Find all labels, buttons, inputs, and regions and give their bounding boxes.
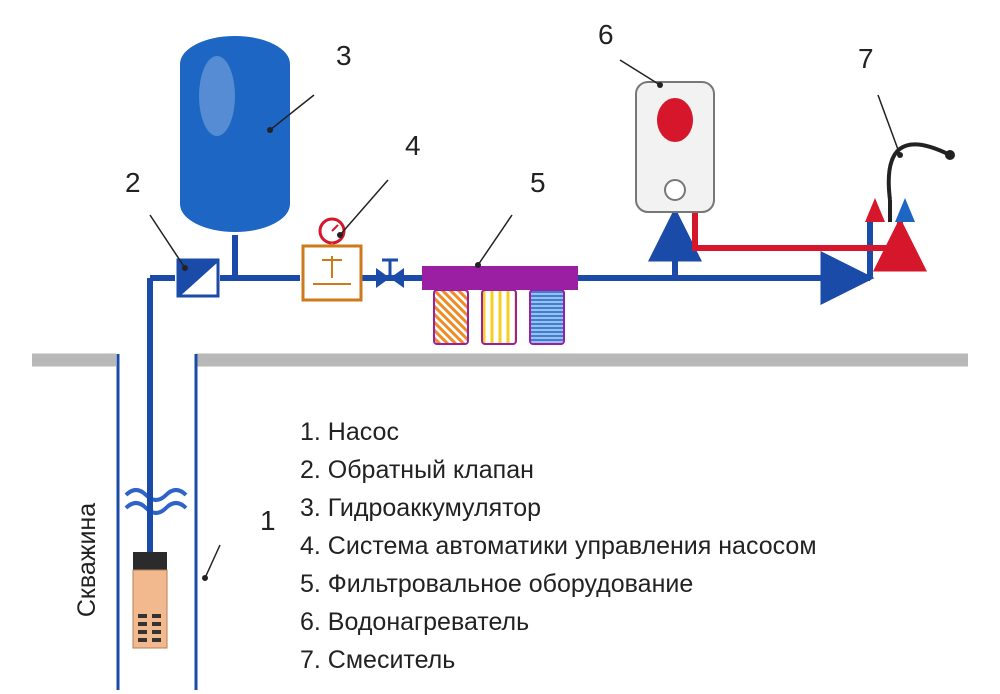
legend-item-1: 1. Насос xyxy=(300,418,399,446)
filter-cartridge xyxy=(434,290,468,344)
callout-3: 3 xyxy=(336,40,352,71)
pump-slot xyxy=(152,614,161,618)
mixer-handle-hot xyxy=(865,198,885,222)
pump-slot xyxy=(138,638,147,642)
leader-dot xyxy=(202,575,208,581)
pump-slot xyxy=(138,630,147,634)
callout-7: 7 xyxy=(858,43,874,74)
filter-cartridge xyxy=(482,290,516,344)
tank-highlight xyxy=(199,56,235,136)
leader-dot xyxy=(267,127,273,133)
callout-4: 4 xyxy=(405,130,421,161)
legend-item-6: 6. Водонагреватель xyxy=(300,608,529,636)
leader-dot xyxy=(337,232,343,238)
filter-manifold xyxy=(422,266,578,290)
shutoff-r xyxy=(390,268,404,288)
pump-slot xyxy=(138,614,147,618)
legend-item-7: 7. Смеситель xyxy=(300,646,455,674)
leader-dot xyxy=(475,262,481,268)
pump-body xyxy=(133,570,167,648)
callout-2: 2 xyxy=(125,167,141,198)
callout-5: 5 xyxy=(530,167,546,198)
pump-slot xyxy=(138,622,147,626)
legend-item-2: 2. Обратный клапан xyxy=(300,456,534,484)
leader-line xyxy=(340,180,388,235)
leader-line xyxy=(205,545,220,578)
filter-cartridge xyxy=(530,290,564,344)
callout-6: 6 xyxy=(598,19,614,50)
tank-bottom xyxy=(180,176,290,232)
heater-indicator xyxy=(657,98,693,142)
leader-dot xyxy=(897,152,903,158)
leader-dot xyxy=(657,82,663,88)
leader-line xyxy=(478,215,512,265)
leader-line xyxy=(150,215,185,268)
pump-slot xyxy=(152,622,161,626)
legend-item-4: 4. Система автоматики управления насосом xyxy=(300,532,817,560)
leader-line xyxy=(620,60,660,85)
water-wave xyxy=(126,490,186,500)
pump-cap xyxy=(133,552,167,570)
well-label: Скважина xyxy=(73,503,101,617)
shutoff-l xyxy=(376,268,390,288)
callout-1: 1 xyxy=(260,505,276,536)
mixer-aerator xyxy=(945,150,955,160)
water-wave xyxy=(126,503,186,513)
legend-item-3: 3. Гидроаккумулятор xyxy=(300,494,541,522)
leader-line xyxy=(878,95,900,155)
pump-slot xyxy=(152,638,161,642)
heater-dial xyxy=(665,180,685,200)
mixer-spout xyxy=(889,144,950,200)
legend-item-5: 5. Фильтровальное оборудование xyxy=(300,570,693,598)
pump-slot xyxy=(152,630,161,634)
mixer-handle-cold xyxy=(895,198,915,222)
leader-dot xyxy=(182,265,188,271)
